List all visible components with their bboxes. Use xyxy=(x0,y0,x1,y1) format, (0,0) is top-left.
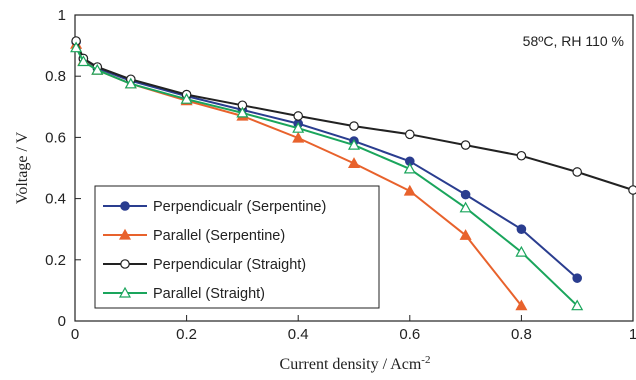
legend: Perpendicualr (Serpentine) Parallel (Serp… xyxy=(94,185,380,309)
data-point xyxy=(403,162,416,174)
legend-marker xyxy=(118,228,132,240)
legend-label: Parallel (Serpentine) xyxy=(153,228,285,244)
data-point xyxy=(572,273,582,283)
series-layer xyxy=(70,36,636,311)
data-point xyxy=(124,77,137,89)
y-axis-ticks: 0 0.2 0.4 0.6 0.8 1 xyxy=(45,7,81,330)
data-point xyxy=(459,201,472,213)
y-tick-label: 0.4 xyxy=(45,191,66,208)
data-point xyxy=(516,150,527,161)
legend-item: Perpendicular (Straight) xyxy=(103,257,306,273)
data-point xyxy=(571,299,584,311)
plot-frame xyxy=(74,14,634,322)
data-point xyxy=(77,55,90,67)
data-point xyxy=(347,157,361,168)
data-point xyxy=(70,41,83,53)
y-tick-label: 0 xyxy=(58,313,66,330)
y-tick-label: 0.8 xyxy=(45,68,66,85)
data-point xyxy=(515,299,528,311)
legend-item: Parallel (Straight) xyxy=(103,286,265,302)
data-point xyxy=(460,140,471,150)
data-point xyxy=(572,167,582,177)
chart-annotation: 58ºC, RH 110 % xyxy=(523,33,624,49)
legend-item: Parallel (Serpentine) xyxy=(103,228,285,244)
y-tick-label: 1 xyxy=(58,7,66,24)
legend-marker xyxy=(120,259,130,269)
data-point xyxy=(628,185,636,195)
legend-box xyxy=(94,185,380,309)
data-point xyxy=(91,63,104,75)
legend-label: Perpendicular (Straight) xyxy=(153,257,306,273)
x-tick-label: 0.2 xyxy=(176,326,197,343)
legend-label: Parallel (Straight) xyxy=(153,286,265,302)
data-point xyxy=(460,189,471,200)
x-axis-title-main: Current density / Acm xyxy=(280,356,422,373)
series-3 xyxy=(71,36,636,195)
x-tick-label: 1 xyxy=(629,326,636,343)
data-point xyxy=(293,111,303,121)
legend-label: Perpendicualr (Serpentine) xyxy=(153,199,326,215)
x-axis-title-sup: -2 xyxy=(421,354,430,366)
data-point xyxy=(180,92,193,104)
data-point xyxy=(347,138,361,150)
data-point xyxy=(404,129,415,140)
x-tick-label: 0.4 xyxy=(288,326,309,343)
x-tick-label: 0.6 xyxy=(399,326,420,343)
y-tick-label: 0.6 xyxy=(45,129,66,146)
x-axis-ticks: 0 0.2 0.4 0.6 0.8 1 xyxy=(71,315,636,343)
data-point xyxy=(236,106,249,118)
data-point xyxy=(292,121,305,133)
y-axis-title: Voltage / V xyxy=(14,131,31,204)
legend-item: Perpendicualr (Serpentine) xyxy=(103,199,326,215)
legend-marker xyxy=(118,286,132,298)
x-tick-label: 0.8 xyxy=(511,326,532,343)
data-point xyxy=(516,224,527,234)
series-4 xyxy=(70,41,584,311)
x-axis-title: Current density / Acm-2 xyxy=(280,354,431,373)
data-point xyxy=(292,131,305,143)
y-tick-label: 0.2 xyxy=(45,252,66,269)
data-point xyxy=(459,229,472,240)
data-point xyxy=(403,184,416,196)
data-point xyxy=(349,121,359,131)
legend-marker xyxy=(120,201,130,211)
x-tick-label: 0 xyxy=(71,326,79,343)
data-point xyxy=(515,245,528,257)
